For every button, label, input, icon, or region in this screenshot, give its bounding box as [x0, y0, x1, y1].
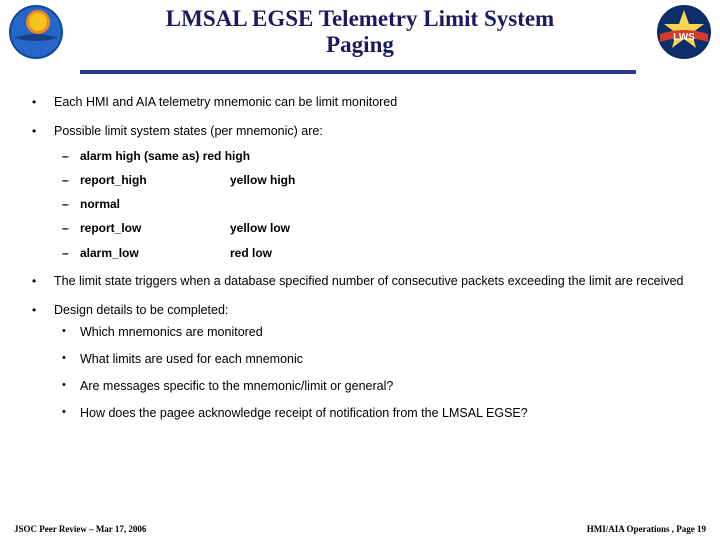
- state-color: yellow high: [230, 172, 295, 188]
- bullet-item: Design details to be completed: Which mn…: [26, 302, 694, 422]
- state-row: report_high yellow high: [54, 172, 694, 188]
- sub-bullet: Which mnemonics are monitored: [54, 324, 694, 341]
- state-row: report_low yellow low: [54, 220, 694, 236]
- footer-right: HMI/AIA Operations , Page 19: [587, 524, 706, 534]
- sub-bullet: Are messages specific to the mnemonic/li…: [54, 378, 694, 395]
- sub-bullet-text: What limits are used for each mnemonic: [80, 352, 303, 366]
- sdo-observatory-logo: [8, 4, 64, 60]
- state-single: alarm high (same as) red high: [80, 149, 250, 163]
- sub-bullet: What limits are used for each mnemonic: [54, 351, 694, 368]
- sub-bullet-text: How does the pagee acknowledge receipt o…: [80, 406, 528, 420]
- bullet-item: The limit state triggers when a database…: [26, 273, 694, 290]
- slide-footer: JSOC Peer Review – Mar 17, 2006 HMI/AIA …: [0, 524, 720, 534]
- state-row: normal: [54, 196, 694, 212]
- slide-header: LWS LMSAL EGSE Telemetry Limit System Pa…: [0, 0, 720, 76]
- bullet-text: Possible limit system states (per mnemon…: [54, 124, 323, 138]
- title-line-1: LMSAL EGSE Telemetry Limit System: [166, 6, 554, 31]
- sub-bullet-text: Are messages specific to the mnemonic/li…: [80, 379, 393, 393]
- state-name: report_low: [80, 220, 230, 236]
- svg-text:LWS: LWS: [673, 32, 695, 43]
- state-row: alarm_low red low: [54, 245, 694, 261]
- state-name: report_high: [80, 172, 230, 188]
- lws-logo: LWS: [656, 4, 712, 60]
- bullet-item: Each HMI and AIA telemetry mnemonic can …: [26, 94, 694, 111]
- sub-bullet: How does the pagee acknowledge receipt o…: [54, 405, 694, 422]
- sub-bullet-text: Which mnemonics are monitored: [80, 325, 263, 339]
- slide-body: Each HMI and AIA telemetry mnemonic can …: [0, 76, 720, 422]
- title-line-2: Paging: [326, 32, 394, 57]
- bullet-text: The limit state triggers when a database…: [54, 274, 684, 288]
- bullet-item: Possible limit system states (per mnemon…: [26, 123, 694, 261]
- slide-title: LMSAL EGSE Telemetry Limit System Paging: [0, 0, 720, 59]
- state-color: yellow low: [230, 220, 290, 236]
- title-underline: [80, 70, 636, 74]
- state-single: normal: [80, 197, 120, 211]
- state-name: alarm_low: [80, 245, 230, 261]
- state-row: alarm high (same as) red high: [54, 148, 694, 164]
- footer-left: JSOC Peer Review – Mar 17, 2006: [14, 524, 146, 534]
- bullet-text: Each HMI and AIA telemetry mnemonic can …: [54, 95, 397, 109]
- state-color: red low: [230, 245, 272, 261]
- bullet-text: Design details to be completed:: [54, 303, 228, 317]
